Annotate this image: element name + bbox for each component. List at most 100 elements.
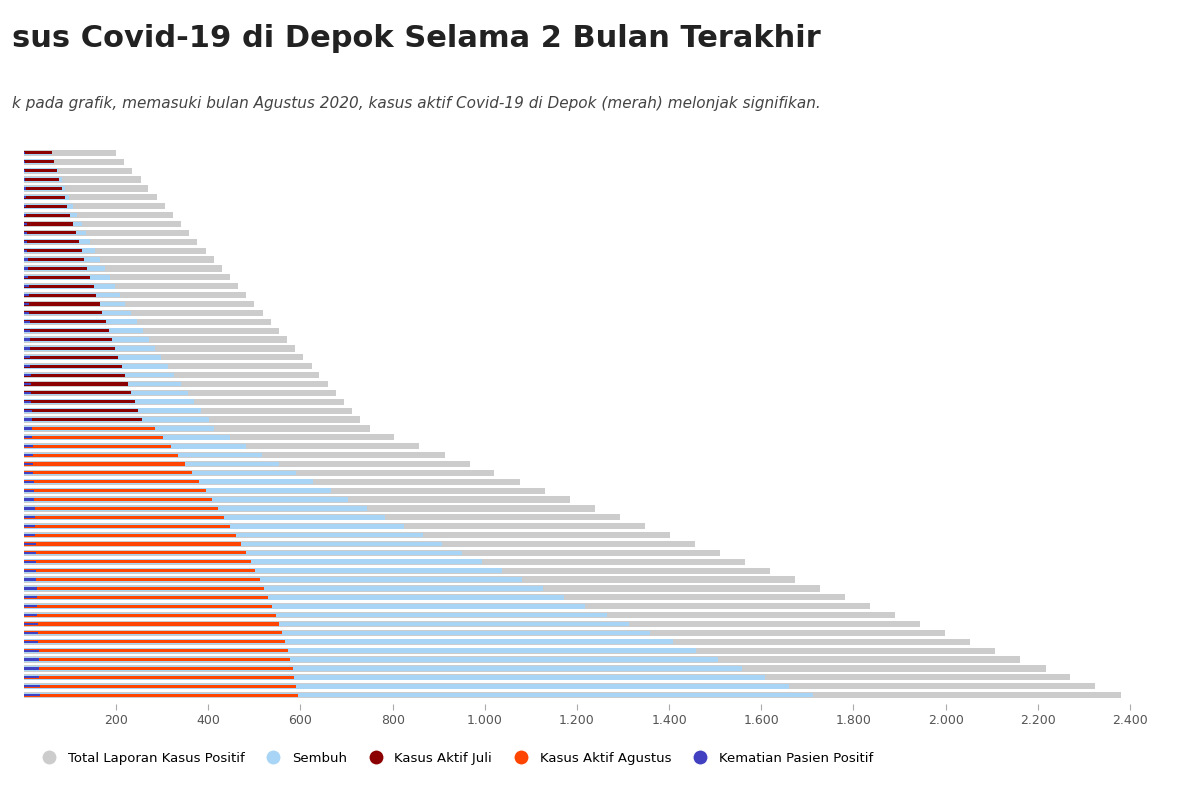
Bar — [24, 605, 37, 607]
Bar — [24, 676, 40, 678]
Bar — [24, 550, 462, 555]
Bar — [24, 426, 214, 430]
Bar — [24, 212, 173, 218]
Bar — [24, 418, 142, 421]
Bar — [24, 214, 26, 216]
Text: sus Covid-19 di Depok Selama 2 Bulan Terakhir: sus Covid-19 di Depok Selama 2 Bulan Ter… — [12, 24, 821, 53]
Bar — [24, 363, 312, 370]
Bar — [24, 472, 34, 474]
Bar — [24, 586, 821, 591]
Bar — [24, 248, 95, 253]
Bar — [24, 401, 31, 403]
Bar — [24, 373, 174, 378]
Bar — [24, 410, 32, 412]
Bar — [24, 596, 269, 599]
Bar — [24, 391, 131, 394]
Bar — [24, 283, 239, 290]
Bar — [24, 195, 70, 200]
Bar — [24, 390, 336, 396]
Bar — [24, 230, 190, 236]
Bar — [24, 292, 246, 298]
Bar — [24, 275, 109, 280]
Bar — [24, 311, 102, 314]
Bar — [24, 570, 36, 572]
Bar — [24, 595, 564, 600]
Bar — [24, 196, 26, 198]
Bar — [24, 303, 29, 305]
Bar — [24, 382, 128, 386]
Bar — [24, 525, 230, 528]
Bar — [24, 223, 26, 225]
Bar — [24, 257, 214, 262]
Bar — [24, 301, 254, 307]
Bar — [24, 550, 720, 556]
Bar — [24, 266, 104, 270]
Bar — [24, 657, 1020, 662]
Bar — [24, 498, 348, 502]
Bar — [24, 552, 36, 554]
Bar — [24, 407, 352, 414]
Bar — [24, 470, 296, 475]
Bar — [24, 558, 745, 565]
Bar — [24, 276, 90, 279]
Bar — [24, 506, 367, 510]
Bar — [24, 631, 282, 634]
Bar — [24, 685, 296, 688]
Bar — [24, 312, 29, 314]
Bar — [24, 222, 82, 226]
Bar — [24, 666, 742, 670]
Bar — [24, 560, 251, 563]
Bar — [24, 150, 116, 156]
Bar — [24, 399, 194, 404]
Bar — [24, 221, 181, 227]
Bar — [24, 310, 131, 315]
Bar — [24, 285, 94, 288]
Bar — [24, 284, 115, 289]
Bar — [24, 196, 65, 199]
Bar — [24, 605, 272, 608]
Bar — [24, 693, 814, 698]
Bar — [24, 435, 229, 440]
Bar — [24, 382, 181, 386]
Bar — [24, 578, 522, 582]
Bar — [24, 267, 28, 270]
Bar — [24, 418, 209, 422]
Bar — [24, 186, 66, 190]
Bar — [24, 452, 445, 458]
Bar — [24, 241, 28, 243]
Bar — [24, 632, 38, 634]
Bar — [24, 675, 766, 680]
Bar — [24, 561, 36, 563]
Bar — [24, 293, 120, 298]
Bar — [24, 337, 287, 342]
Bar — [24, 543, 36, 545]
Bar — [24, 364, 168, 369]
Bar — [24, 372, 319, 378]
Bar — [24, 542, 241, 546]
Bar — [24, 478, 520, 485]
Bar — [24, 443, 419, 450]
Bar — [24, 694, 298, 697]
Bar — [24, 567, 770, 574]
Bar — [24, 285, 29, 287]
Bar — [24, 453, 263, 458]
Bar — [24, 400, 134, 403]
Bar — [24, 426, 370, 431]
Bar — [24, 231, 76, 234]
Bar — [24, 239, 90, 244]
Bar — [24, 533, 424, 538]
Bar — [24, 417, 360, 422]
Bar — [24, 398, 343, 405]
Bar — [24, 355, 161, 360]
Bar — [24, 676, 294, 679]
Bar — [24, 515, 385, 520]
Text: k pada grafik, memasuki bulan Agustus 2020, kasus aktif Covid-19 di Depok (merah: k pada grafik, memasuki bulan Agustus 20… — [12, 96, 821, 111]
Bar — [24, 365, 30, 367]
Bar — [24, 649, 288, 652]
Bar — [24, 454, 179, 457]
Bar — [24, 374, 31, 376]
Bar — [24, 150, 52, 155]
Bar — [24, 302, 125, 306]
Bar — [24, 159, 54, 164]
Bar — [24, 328, 143, 333]
